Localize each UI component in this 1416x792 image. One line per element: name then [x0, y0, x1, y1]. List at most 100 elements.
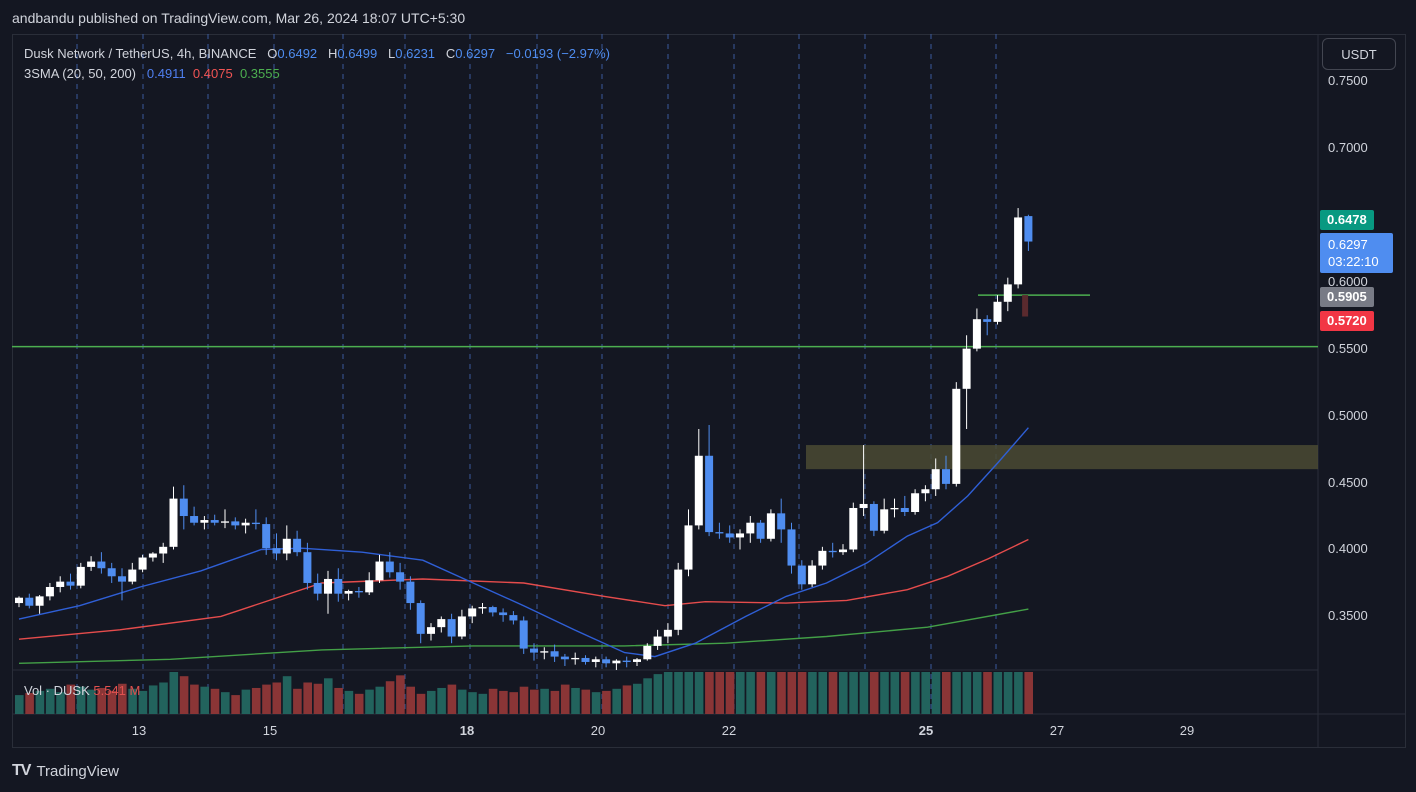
time-tick-1: 15 — [262, 723, 278, 738]
candle-body-98 — [1024, 216, 1033, 242]
volume-bar-11 — [128, 688, 137, 714]
candle-body-56 — [591, 659, 600, 662]
volume-bar-10 — [118, 683, 127, 714]
candle-body-18 — [200, 520, 209, 523]
volume-bar-61 — [643, 678, 652, 714]
price-tick-3: 0.5500 — [1328, 340, 1368, 356]
candle-body-24 — [262, 524, 271, 549]
volume-bar-58 — [612, 688, 621, 714]
candle-body-34 — [365, 580, 374, 593]
volume-bar-50 — [530, 689, 539, 714]
volume-bar-71 — [746, 672, 755, 714]
price-tick-2: 0.6000 — [1328, 273, 1368, 289]
volume-bar-6 — [76, 686, 86, 714]
volume-bar-35 — [375, 686, 385, 714]
chart-border — [12, 34, 1406, 748]
volume-bar-39 — [416, 693, 426, 714]
candle-body-86 — [900, 507, 909, 513]
volume-bar-57 — [602, 690, 611, 714]
candle-body-0 — [15, 597, 23, 604]
candle-body-75 — [787, 529, 796, 566]
volume-bar-8 — [97, 687, 106, 714]
candle-body-59 — [622, 660, 631, 662]
currency-button[interactable]: USDT — [1322, 38, 1396, 70]
price-chart[interactable] — [12, 34, 1406, 748]
price-tick-1: 0.7000 — [1328, 139, 1368, 155]
candle-body-67 — [705, 455, 714, 533]
candle-body-13 — [148, 553, 157, 558]
brand-name: TradingView — [36, 762, 119, 780]
candle-body-45 — [478, 607, 487, 609]
volume-bar-96 — [1003, 672, 1013, 714]
candle-body-14 — [159, 546, 168, 554]
volume-bar-95 — [993, 672, 1003, 714]
volume-bar-24 — [262, 684, 271, 714]
candle-body-97 — [1014, 217, 1023, 285]
footer-brand[interactable]: TV TradingView — [12, 762, 119, 780]
volume-bar-15 — [169, 672, 179, 714]
candle-body-52 — [550, 651, 559, 657]
volume-bar-21 — [231, 695, 240, 714]
volume-bar-69 — [725, 672, 735, 714]
bar-countdown: 03:22:10 — [1328, 254, 1379, 269]
volume-bar-62 — [653, 674, 663, 714]
volume-bar-85 — [890, 672, 900, 714]
volume-bar-63 — [663, 672, 673, 714]
volume-bar-84 — [880, 672, 889, 714]
volume-bar-56 — [591, 692, 601, 714]
volume-bar-59 — [622, 685, 632, 714]
candle-body-78 — [818, 550, 827, 566]
volume-bar-5 — [66, 684, 76, 714]
chart-frame[interactable] — [12, 34, 1406, 748]
volume-bar-37 — [396, 675, 405, 714]
volume-bar-98 — [1024, 672, 1033, 714]
candle-body-2 — [35, 596, 44, 606]
volume-bar-43 — [457, 689, 467, 714]
price-tick-0: 0.7500 — [1328, 72, 1368, 88]
candle-body-36 — [385, 561, 394, 573]
volume-bar-93 — [972, 672, 982, 714]
candle-body-74 — [777, 513, 786, 530]
candle-body-35 — [375, 561, 384, 581]
candle-body-72 — [756, 522, 765, 539]
volume-bar-29 — [313, 683, 323, 714]
volume-bar-89 — [931, 672, 941, 714]
candle-body-66 — [694, 455, 703, 526]
candle-body-6 — [76, 566, 85, 586]
time-tick-3: 20 — [590, 723, 606, 738]
sma20-line — [18, 427, 1029, 658]
volume-bar-1 — [25, 693, 34, 714]
volume-bar-14 — [159, 682, 168, 714]
last-bar-marker — [1022, 295, 1029, 317]
price-tick-7: 0.3500 — [1328, 608, 1368, 624]
volume-bar-67 — [705, 672, 714, 714]
candle-body-92 — [962, 348, 971, 389]
volume-bar-60 — [633, 683, 642, 714]
volume-bar-38 — [406, 686, 415, 714]
candle-body-61 — [643, 645, 652, 660]
candle-body-42 — [447, 619, 456, 637]
candle-body-40 — [427, 627, 435, 634]
volume-bar-75 — [787, 672, 797, 714]
volume-bar-16 — [179, 676, 189, 714]
volume-bar-68 — [715, 672, 724, 714]
candle-body-12 — [138, 557, 147, 570]
candle-body-57 — [602, 659, 611, 664]
volume-bar-65 — [684, 672, 694, 714]
price-tick-4: 0.5000 — [1328, 407, 1368, 423]
volume-bar-28 — [303, 682, 312, 714]
volume-bar-46 — [488, 688, 498, 714]
volume-bar-83 — [869, 672, 879, 714]
candle-body-90 — [942, 469, 950, 484]
candle-body-46 — [488, 607, 497, 613]
volume-bar-47 — [499, 690, 508, 714]
volume-bar-81 — [849, 672, 858, 714]
level-badge-grey: 0.5905 — [1320, 287, 1374, 307]
candle-body-25 — [272, 548, 281, 554]
candle-body-30 — [324, 578, 332, 594]
volume-bar-91 — [952, 672, 961, 714]
volume-bar-44 — [468, 692, 477, 714]
price-tick-6: 0.4000 — [1328, 541, 1368, 557]
candle-body-82 — [859, 503, 868, 508]
candle-body-20 — [221, 521, 229, 523]
